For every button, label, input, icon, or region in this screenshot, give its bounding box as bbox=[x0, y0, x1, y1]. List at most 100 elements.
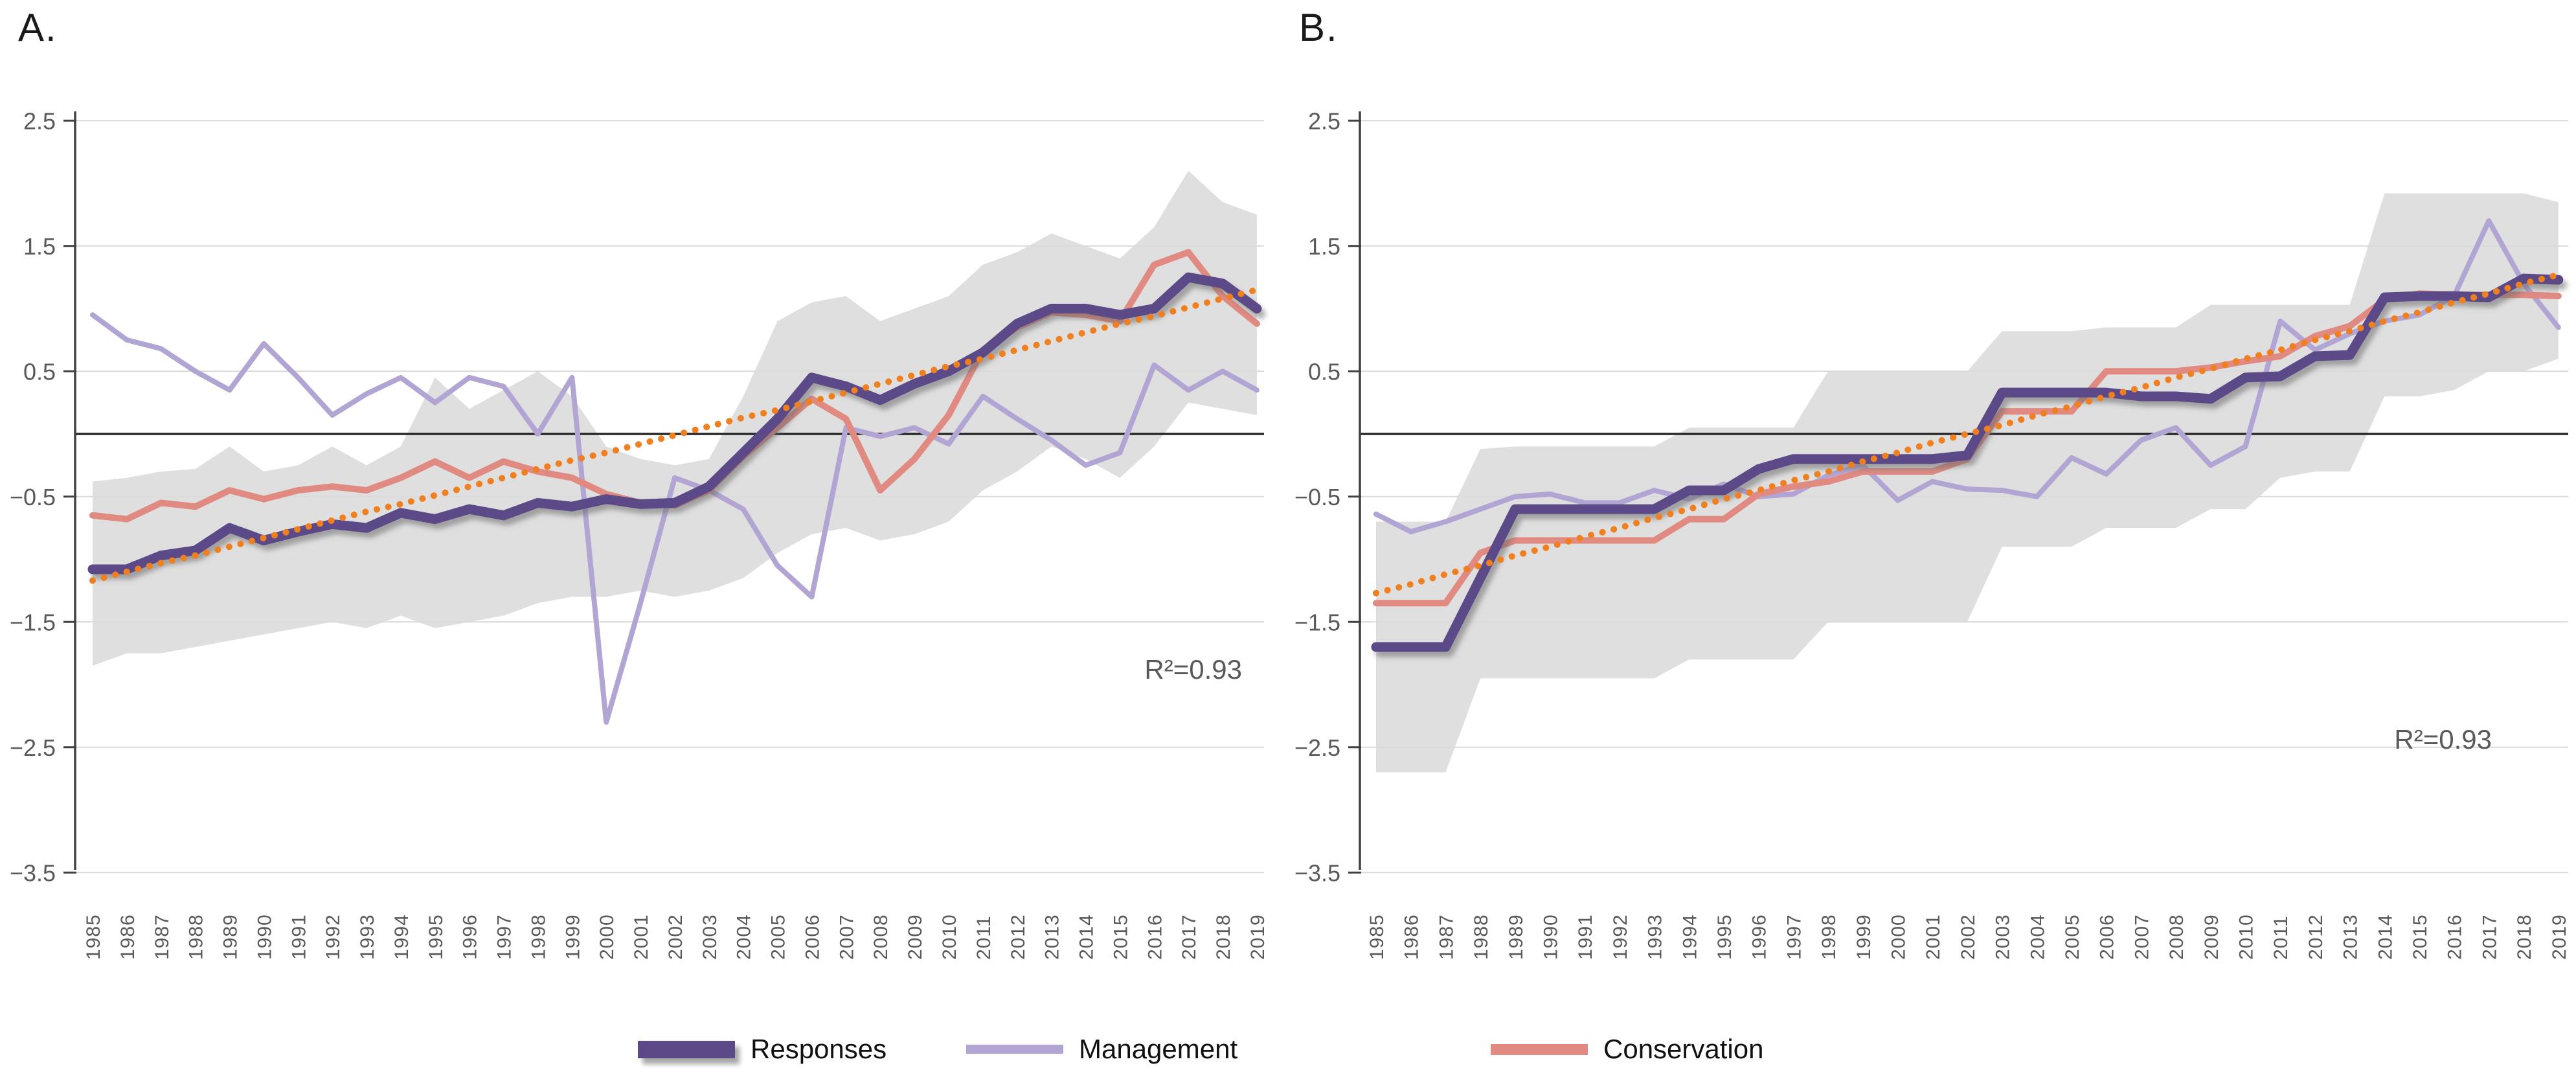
x-tick-label: 2008 bbox=[870, 914, 892, 960]
x-tick-label: 1990 bbox=[1541, 914, 1562, 960]
x-tick-label: 1992 bbox=[1610, 914, 1631, 960]
x-tick-label: 1988 bbox=[186, 914, 207, 960]
y-tick-label: 0.5 bbox=[1308, 358, 1340, 385]
x-tick-label: 1985 bbox=[83, 914, 104, 960]
x-tick-label: 2002 bbox=[665, 914, 686, 960]
x-tick-label: 1999 bbox=[1853, 914, 1875, 960]
x-tick-label: 1987 bbox=[1436, 914, 1457, 960]
x-tick-label: 2000 bbox=[1888, 914, 1910, 960]
x-tick-label: 1993 bbox=[1645, 914, 1666, 960]
x-tick-label: 2004 bbox=[2027, 914, 2048, 960]
x-tick-label: 2012 bbox=[2305, 914, 2327, 960]
x-tick-label: 2001 bbox=[1923, 914, 1944, 960]
y-tick-label: −1.5 bbox=[1294, 609, 1340, 635]
x-tick-label: 2015 bbox=[2410, 914, 2431, 960]
x-tick-label: 1987 bbox=[152, 914, 173, 960]
x-tick-label: 2004 bbox=[734, 914, 755, 960]
x-tick-label: 2016 bbox=[2445, 914, 2466, 960]
x-tick-label: 1988 bbox=[1471, 914, 1492, 960]
y-tick-label: −0.5 bbox=[1294, 484, 1340, 510]
x-tick-label: 2014 bbox=[2375, 914, 2396, 960]
x-tick-label: 1998 bbox=[1818, 914, 1840, 960]
y-tick-label: 2.5 bbox=[23, 108, 56, 134]
panel-b-label: B. bbox=[1299, 6, 1339, 49]
responses-line-swatch bbox=[638, 1040, 735, 1058]
y-tick-label: −3.5 bbox=[10, 859, 56, 886]
x-tick-label: 2006 bbox=[2097, 914, 2118, 960]
x-tick-label: 1991 bbox=[288, 914, 310, 960]
series-responses-line bbox=[1371, 273, 2564, 652]
x-tick-label: 1994 bbox=[391, 914, 412, 960]
y-tick-label: −2.5 bbox=[10, 734, 56, 761]
x-tick-label: 1996 bbox=[1749, 914, 1770, 960]
y-tick-label: −0.5 bbox=[10, 484, 56, 510]
x-tick-label: 1985 bbox=[1366, 914, 1388, 960]
x-tick-label: 2013 bbox=[2340, 914, 2362, 960]
chart-svg: 2.5 1.5 0.5 −0.5 −1.5 −2.5 −3.5 1985 1986 1987 198… bbox=[10, 108, 2570, 960]
x-tick-label: 1997 bbox=[1783, 914, 1805, 960]
x-tick-label: 2005 bbox=[2062, 914, 2083, 960]
y-tick-label: −3.5 bbox=[1294, 859, 1340, 886]
series-trend-line bbox=[89, 286, 1260, 584]
series-management-line bbox=[90, 312, 1260, 725]
legend: Responses Management Conservation bbox=[0, 1028, 2576, 1074]
x-tick-label: 2006 bbox=[802, 914, 823, 960]
management-line-swatch bbox=[966, 1045, 1063, 1054]
x-tick-label: 2011 bbox=[973, 915, 995, 960]
x-tick-label: 2009 bbox=[905, 914, 926, 960]
x-tick-label: 1998 bbox=[528, 914, 549, 960]
x-tick-label: 2016 bbox=[1144, 914, 1166, 960]
x-tick-label: 2003 bbox=[1993, 914, 2014, 960]
y-tick-label: 1.5 bbox=[23, 233, 56, 260]
x-tick-label: 2018 bbox=[2514, 914, 2535, 960]
x-tick-label: 1989 bbox=[1506, 914, 1527, 960]
x-tick-label: 1995 bbox=[1714, 914, 1735, 960]
x-tick-label: 2012 bbox=[1008, 914, 1029, 960]
x-tick-label: 2007 bbox=[836, 914, 857, 960]
legend-label-management: Management bbox=[1079, 1034, 1238, 1064]
x-tick-label: 2003 bbox=[699, 914, 721, 960]
conservation-line-swatch bbox=[1491, 1043, 1588, 1055]
x-tick-label: 2002 bbox=[1958, 914, 1979, 960]
x-tick-label: 2015 bbox=[1110, 914, 1131, 960]
x-tick-label: 1997 bbox=[494, 914, 515, 960]
confidence-band bbox=[93, 170, 1257, 666]
x-tick-label: 1992 bbox=[322, 914, 344, 960]
x-tick-label: 1995 bbox=[425, 914, 447, 960]
x-tick-label: 2008 bbox=[2166, 914, 2187, 960]
x-tick-label: 2017 bbox=[1179, 914, 1200, 960]
x-tick-label: 1993 bbox=[357, 914, 378, 960]
legend-label-responses: Responses bbox=[751, 1034, 887, 1064]
x-tick-label: 1986 bbox=[1401, 914, 1423, 960]
x-tick-label: 2013 bbox=[1042, 914, 1063, 960]
legend-item-responses: Responses bbox=[638, 1028, 887, 1070]
legend-label-conservation: Conservation bbox=[1603, 1034, 1764, 1064]
x-tick-label: 1996 bbox=[460, 914, 481, 960]
series-trend-line bbox=[1373, 271, 2562, 596]
y-tick-label: 0.5 bbox=[23, 358, 56, 385]
y-tick-label: −2.5 bbox=[1294, 734, 1340, 761]
x-tick-label: 2009 bbox=[2201, 914, 2222, 960]
y-tick-label: −1.5 bbox=[10, 609, 56, 635]
x-tick-label: 1990 bbox=[254, 914, 275, 960]
r-squared-label-a: R²=0.93 bbox=[1144, 654, 1242, 685]
x-tick-label: 2018 bbox=[1213, 914, 1234, 960]
x-tick-label: 2005 bbox=[768, 914, 789, 960]
x-tick-label: 2019 bbox=[2549, 914, 2570, 960]
x-tick-label: 1991 bbox=[1575, 914, 1596, 960]
x-tick-label: 1994 bbox=[1679, 914, 1700, 960]
y-tick-label: 1.5 bbox=[1308, 233, 1340, 260]
legend-item-conservation: Conservation bbox=[1491, 1028, 1763, 1070]
x-tick-label: 2011 bbox=[2270, 915, 2292, 960]
confidence-band bbox=[1376, 193, 2559, 773]
x-tick-label: 2010 bbox=[2236, 914, 2257, 960]
legend-item-management: Management bbox=[966, 1028, 1237, 1070]
panel-a-label: A. bbox=[18, 6, 58, 49]
x-tick-label: 2001 bbox=[631, 914, 652, 960]
x-tick-label: 1986 bbox=[117, 914, 139, 960]
x-tick-label: 2010 bbox=[939, 914, 960, 960]
x-tick-label: 2019 bbox=[1247, 914, 1269, 960]
x-tick-label: 2000 bbox=[596, 914, 618, 960]
x-tick-label: 2017 bbox=[2479, 914, 2500, 960]
